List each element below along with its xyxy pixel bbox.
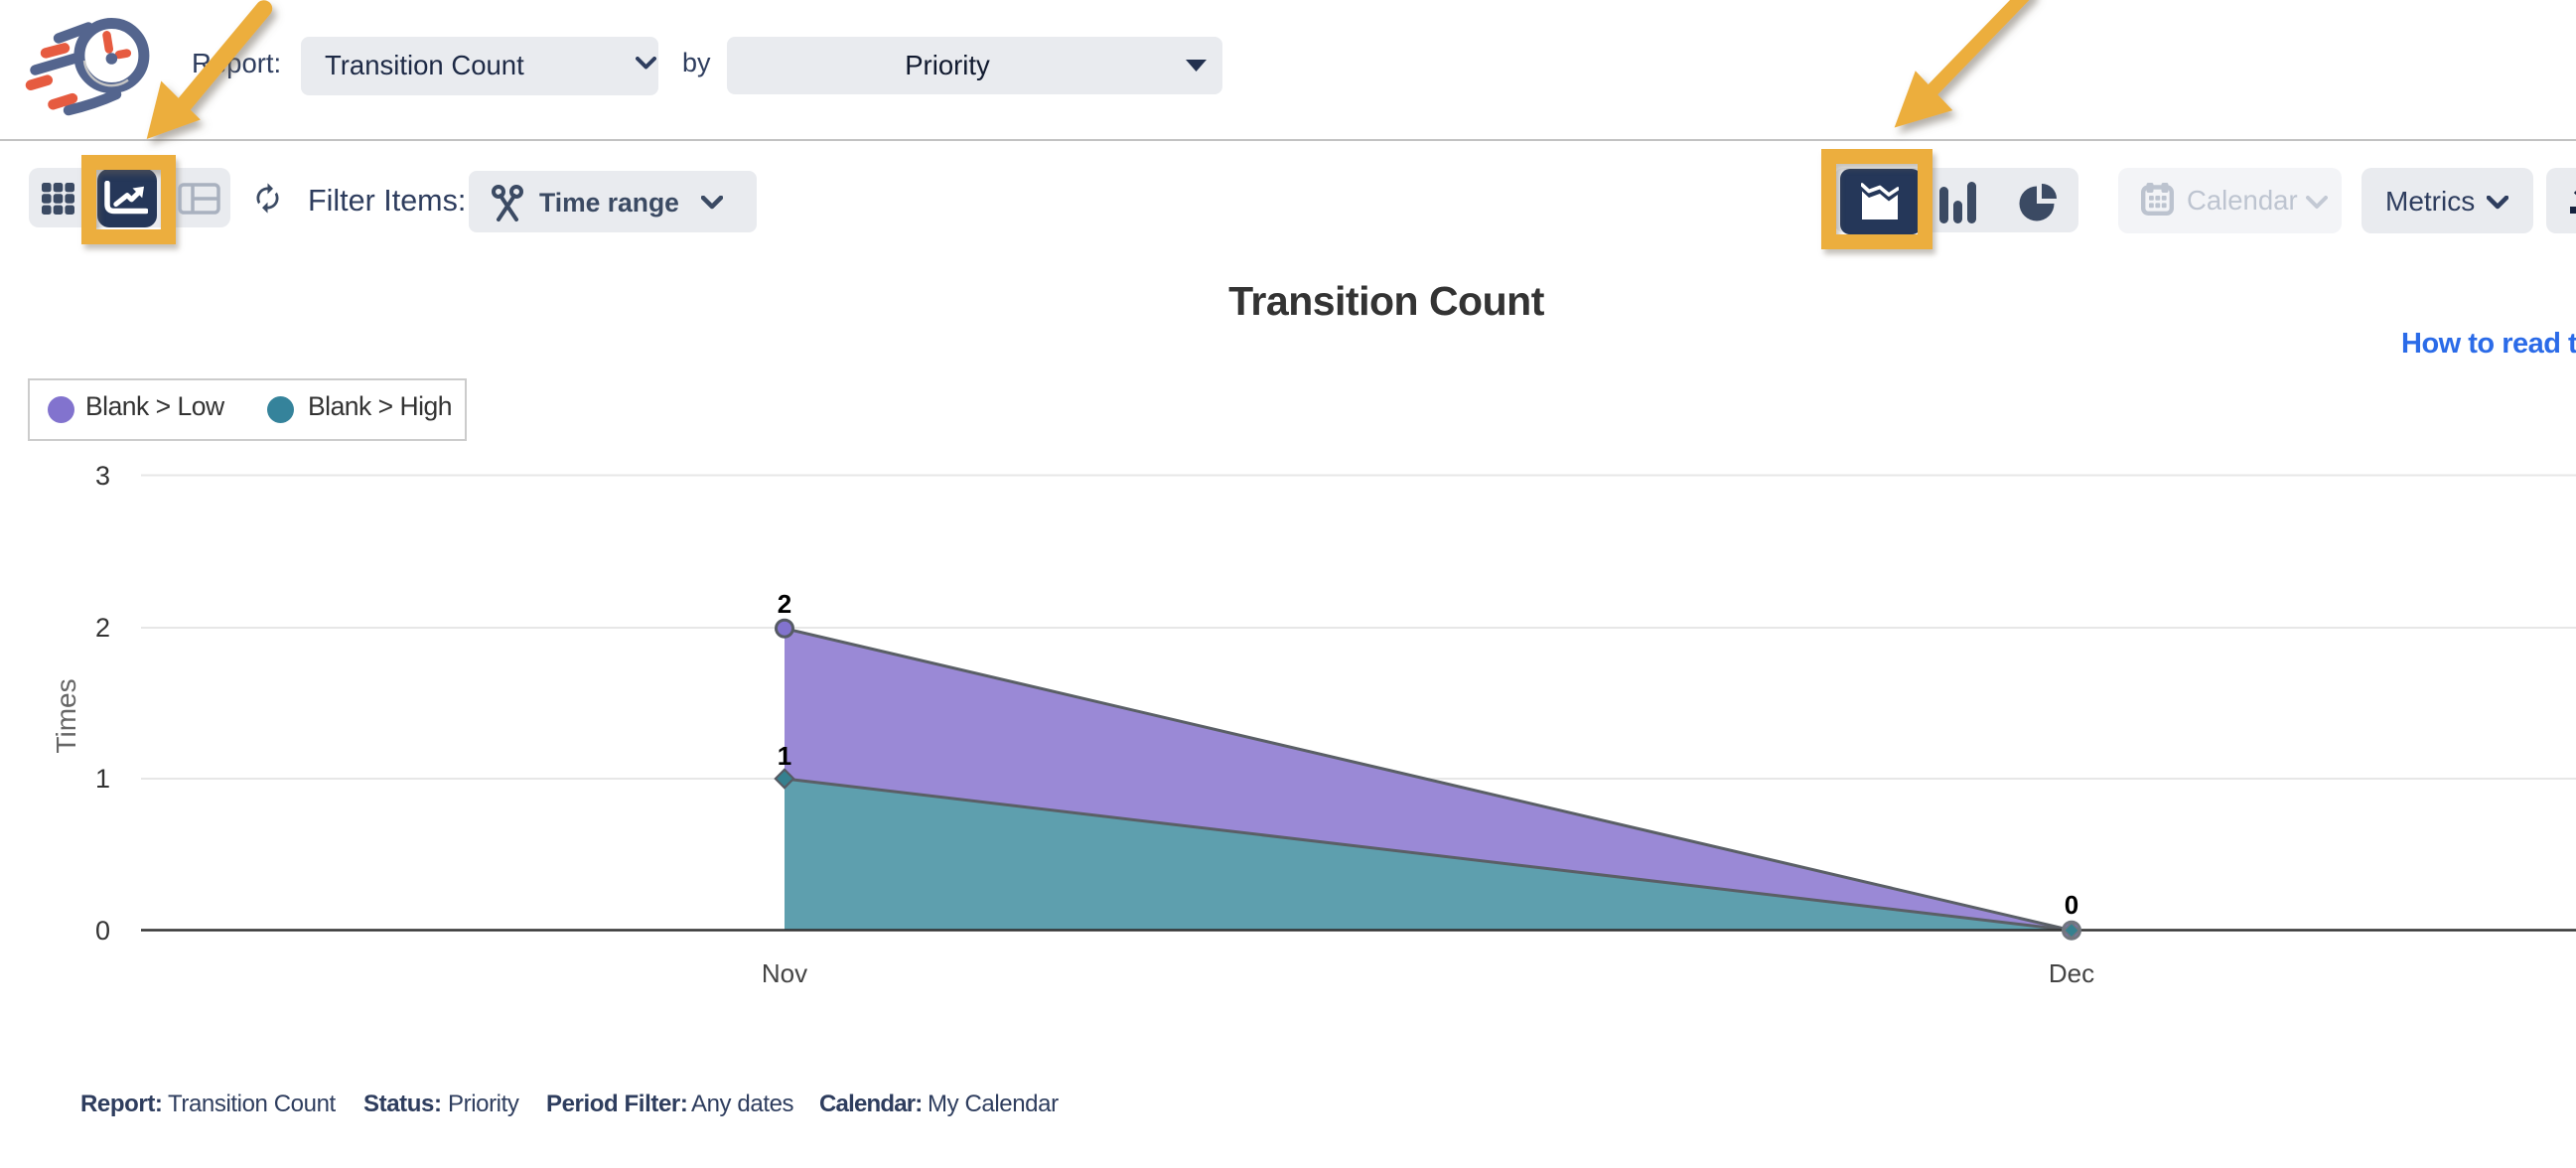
svg-text:1: 1 xyxy=(95,764,110,794)
svg-text:2: 2 xyxy=(778,589,791,619)
svg-text:Dec: Dec xyxy=(2049,958,2094,988)
svg-text:1: 1 xyxy=(778,741,791,771)
svg-text:Nov: Nov xyxy=(762,958,807,988)
svg-text:3: 3 xyxy=(95,461,110,491)
svg-text:0: 0 xyxy=(2065,890,2078,920)
svg-text:2: 2 xyxy=(95,613,110,643)
svg-text:Times: Times xyxy=(51,678,81,753)
svg-text:0: 0 xyxy=(95,916,110,946)
